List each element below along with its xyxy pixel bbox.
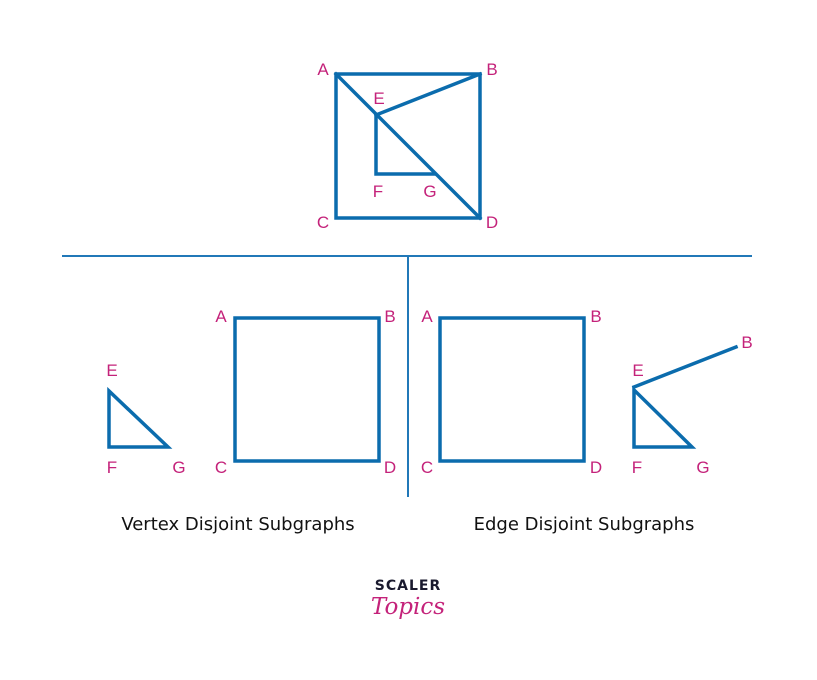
vertex-label-a: A	[421, 307, 433, 326]
vertex-label-b: B	[486, 60, 497, 79]
edge-square-abcd	[334, 72, 482, 220]
vertex-label-b: B	[384, 307, 395, 326]
edge-triangle-efg	[107, 386, 173, 449]
vertex-label-e: E	[106, 361, 117, 380]
vertex-label-c: C	[215, 458, 227, 477]
vertex-label-c: C	[421, 458, 433, 477]
caption-vertex-disjoint: Vertex Disjoint Subgraphs	[121, 514, 354, 535]
edge-e-b	[631, 344, 739, 390]
scaler-topics-logo: SCALER Topics	[371, 578, 445, 620]
vertex-label-d: D	[384, 458, 396, 477]
vertex-label-b: B	[590, 307, 601, 326]
vertex-disjoint-subgraphs: E F G A B C D Vertex Disjoint Subgraphs	[106, 307, 396, 535]
vertex-label-d: D	[486, 213, 498, 232]
caption-edge-disjoint: Edge Disjoint Subgraphs	[474, 514, 695, 535]
vertex-label-c: C	[317, 213, 329, 232]
edge-e-b	[373, 71, 483, 118]
vertex-label-a: A	[317, 60, 329, 79]
edge-square-abcd	[438, 316, 586, 463]
edge-square-abcd	[233, 316, 381, 463]
logo-topics-text: Topics	[371, 594, 445, 620]
vertex-label-f: F	[107, 458, 117, 477]
logo-scaler-text: SCALER	[375, 578, 441, 594]
vertex-label-f: F	[373, 182, 383, 201]
vertex-label-g: G	[696, 458, 709, 477]
edge-e-f-g	[374, 113, 436, 176]
vertex-label-e: E	[373, 89, 384, 108]
vertex-label-b-2: B	[741, 333, 752, 352]
vertex-label-e: E	[632, 361, 643, 380]
vertex-label-a: A	[215, 307, 227, 326]
edge-disjoint-subgraphs: A B C D E B F G Edge Disjoint Subgraphs	[421, 307, 753, 535]
original-graph: A B C D E F G	[317, 60, 498, 232]
edge-a-d	[333, 71, 483, 221]
vertex-label-f: F	[632, 458, 642, 477]
vertex-label-g: G	[423, 182, 436, 201]
vertex-label-d: D	[590, 458, 602, 477]
edge-triangle-efg	[632, 385, 697, 449]
vertex-label-g: G	[172, 458, 185, 477]
